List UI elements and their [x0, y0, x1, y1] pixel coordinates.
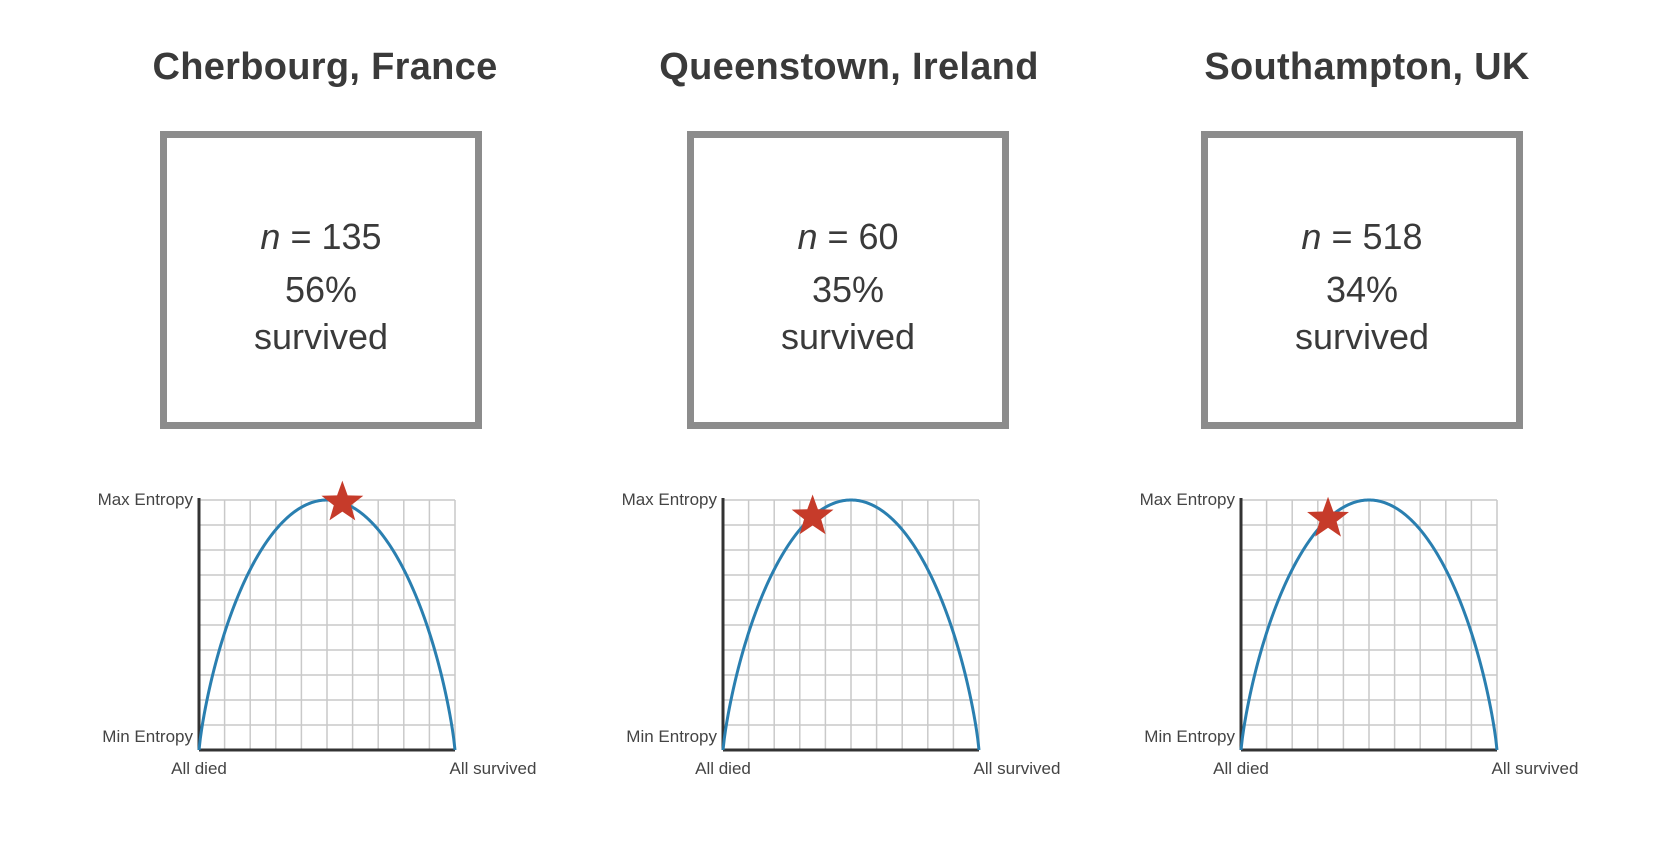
y-axis-label-min: Min Entropy: [102, 727, 193, 746]
chart-grid: [1240, 499, 1498, 751]
stat-survived-label: survived: [1294, 316, 1430, 357]
stat-percent: 34%: [1325, 269, 1399, 310]
star-marker: [1307, 496, 1349, 537]
stat-n: n = 135: [167, 216, 475, 258]
y-axis-label-min: Min Entropy: [1144, 727, 1235, 746]
panel-southampton: Southampton, UK n = 518 34% survived Max…: [1107, 0, 1627, 868]
entropy-curve: [721, 498, 981, 751]
x-axis-label-left: All died: [695, 759, 751, 778]
chart-grid: [722, 499, 980, 751]
star-marker: [321, 480, 364, 521]
stat-n-var: n: [260, 216, 281, 257]
city-title: Queenstown, Ireland: [659, 46, 1039, 88]
stat-percent: 35%: [811, 269, 885, 310]
city-title: Cherbourg, France: [152, 46, 498, 88]
stat-n-value: = 135: [290, 216, 382, 257]
entropy-curve: [1239, 498, 1499, 751]
city-title: Southampton, UK: [1204, 46, 1530, 88]
y-axis-label-max: Max Entropy: [1140, 490, 1236, 509]
x-axis-label-left: All died: [1213, 759, 1269, 778]
y-axis-label-min: Min Entropy: [626, 727, 717, 746]
stat-n-value: = 60: [827, 216, 899, 257]
stat-survived-label: survived: [780, 316, 916, 357]
stat-n-var: n: [797, 216, 818, 257]
panel-queenstown: Queenstown, Ireland n = 60 35% survived …: [589, 0, 1109, 868]
star-marker: [791, 494, 834, 535]
y-axis-label-max: Max Entropy: [98, 490, 194, 509]
stat-n-var: n: [1301, 216, 1322, 257]
entropy-chart: Max Entropy Min Entropy All died All surviv…: [622, 490, 1061, 778]
stat-box: n = 60 35% survived: [687, 131, 1009, 429]
stat-box: n = 518 34% survived: [1201, 131, 1523, 429]
entropy-chart: Max Entropy Min Entropy All died All surviv…: [1140, 490, 1579, 778]
x-axis-label-right: All survived: [1492, 759, 1579, 778]
panel-cherbourg: Cherbourg, France n = 135 56% survived M…: [65, 0, 585, 868]
chart-grid: [198, 499, 456, 751]
x-axis-label-left: All died: [171, 759, 227, 778]
entropy-chart: Max Entropy Min Entropy All died All surviv…: [98, 480, 537, 778]
x-axis-label-right: All survived: [974, 759, 1061, 778]
stat-n-value: = 518: [1331, 216, 1423, 257]
x-axis-label-right: All survived: [450, 759, 537, 778]
y-axis-label-max: Max Entropy: [622, 490, 718, 509]
stat-n: n = 518: [1208, 216, 1516, 258]
stat-percent: 56%: [284, 269, 358, 310]
stat-box: n = 135 56% survived: [160, 131, 482, 429]
stat-n: n = 60: [694, 216, 1002, 258]
stat-survived-label: survived: [253, 316, 389, 357]
